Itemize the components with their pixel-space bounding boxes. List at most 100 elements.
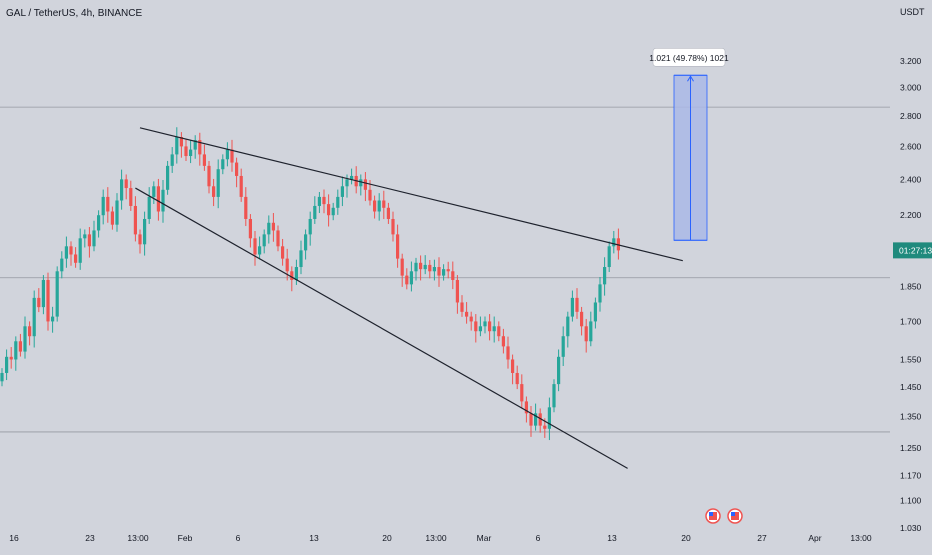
- measure-label: 1.021 (49.78%) 1021: [649, 53, 729, 63]
- candle-body: [396, 234, 400, 259]
- price-tick-label: 2.600: [900, 141, 922, 151]
- candle-body: [193, 140, 197, 150]
- candle-body: [603, 267, 607, 285]
- candle-body: [64, 246, 68, 259]
- candle-body: [106, 196, 110, 212]
- us-flag-icon[interactable]: [727, 508, 743, 524]
- price-tick-label: 2.200: [900, 210, 922, 220]
- candle-body: [41, 279, 45, 308]
- candle-body: [478, 326, 482, 332]
- candle-body: [290, 271, 294, 280]
- candle-body: [221, 159, 225, 170]
- candle-body: [258, 246, 262, 255]
- candle-body: [359, 179, 363, 187]
- candle-body: [313, 205, 317, 219]
- time-axis[interactable]: 16 23 13:00 Feb 6 13 20 13:00 Mar 6 13 20 27 Apr 13:00: [9, 533, 872, 543]
- candle-body: [184, 146, 188, 157]
- price-tick-label: 1.550: [900, 354, 922, 364]
- candle-body: [428, 264, 432, 272]
- candle-body: [515, 372, 519, 385]
- candle-body: [248, 218, 252, 239]
- candle-body: [74, 254, 78, 263]
- candle-body: [317, 196, 321, 206]
- candle-body: [469, 316, 473, 322]
- candle-body: [138, 234, 142, 245]
- candle-body: [593, 302, 597, 322]
- candle-body: [166, 165, 170, 190]
- candle-body: [60, 258, 64, 272]
- candle-body: [529, 413, 533, 426]
- candle-body: [46, 279, 50, 322]
- candle-body: [506, 346, 510, 360]
- candle-body: [557, 356, 561, 385]
- price-tick-label: 1.350: [900, 411, 922, 421]
- candle-body: [207, 165, 211, 187]
- trendlines[interactable]: [135, 127, 683, 469]
- time-tick-label: Feb: [178, 533, 193, 543]
- candle-body: [327, 204, 331, 216]
- trendline[interactable]: [139, 127, 683, 262]
- candle-body: [244, 196, 248, 219]
- candle-body: [147, 196, 151, 219]
- current-price-tag: [893, 242, 932, 259]
- candle-body: [460, 302, 464, 312]
- candle-body: [538, 413, 542, 426]
- candle-body: [285, 258, 289, 272]
- candle-body: [9, 356, 13, 360]
- candle-body: [373, 200, 377, 212]
- candle-body: [492, 326, 496, 332]
- candle-body: [432, 267, 436, 272]
- candle-body: [216, 169, 220, 197]
- price-axis[interactable]: 3.2003.0002.8002.6002.4002.2002.0001.850…: [893, 56, 932, 533]
- candle-body: [124, 179, 128, 189]
- candle-body: [225, 149, 229, 160]
- candle-body: [561, 336, 565, 357]
- candle-body: [386, 207, 390, 219]
- candle-body: [414, 262, 418, 272]
- price-tick-label: 2.400: [900, 174, 922, 184]
- candle-body: [299, 250, 303, 268]
- candle-body: [212, 186, 216, 197]
- candle-body: [423, 264, 427, 270]
- time-tick-label: Mar: [477, 533, 492, 543]
- price-tick-label: 1.170: [900, 470, 922, 480]
- us-flag-icon-canton: [709, 512, 713, 516]
- trendline[interactable]: [135, 187, 628, 469]
- candle-body: [129, 188, 133, 206]
- candle-body: [115, 200, 119, 225]
- candle-body: [474, 321, 478, 332]
- candle-body: [391, 218, 395, 235]
- candle-body: [382, 200, 386, 208]
- price-tick-label: 1.850: [900, 282, 922, 292]
- candle-body: [345, 179, 349, 187]
- candle-body: [253, 238, 257, 255]
- candle-body: [607, 246, 611, 268]
- time-tick-label: 13: [309, 533, 319, 543]
- candle-body: [28, 326, 32, 337]
- time-tick-label: 6: [236, 533, 241, 543]
- time-tick-label: 23: [85, 533, 95, 543]
- us-flag-icon[interactable]: [705, 508, 721, 524]
- candle-body: [612, 238, 616, 247]
- candle-body: [156, 186, 160, 212]
- current-price-countdown: 01:27:13: [899, 245, 932, 255]
- candle-body: [267, 222, 271, 235]
- time-tick-label: 13:00: [850, 533, 872, 543]
- candle-body: [575, 297, 579, 312]
- candle-body: [262, 234, 266, 247]
- candle-body: [543, 425, 547, 429]
- price-tick-label: 1.100: [900, 496, 922, 506]
- measure-label-box: [652, 47, 726, 67]
- candle-body: [51, 316, 55, 322]
- symbol-title: GAL / TetherUS, 4h, BINANCE: [6, 8, 142, 19]
- event-markers[interactable]: [705, 508, 743, 524]
- candle-body: [23, 326, 27, 352]
- candle-body: [161, 189, 165, 212]
- candle-body: [97, 215, 101, 231]
- price-tick-label: 1.250: [900, 443, 922, 453]
- price-range-measure[interactable]: 1.021 (49.78%) 1021: [649, 47, 729, 241]
- time-tick-label: 13:00: [127, 533, 149, 543]
- candle-body: [189, 149, 193, 157]
